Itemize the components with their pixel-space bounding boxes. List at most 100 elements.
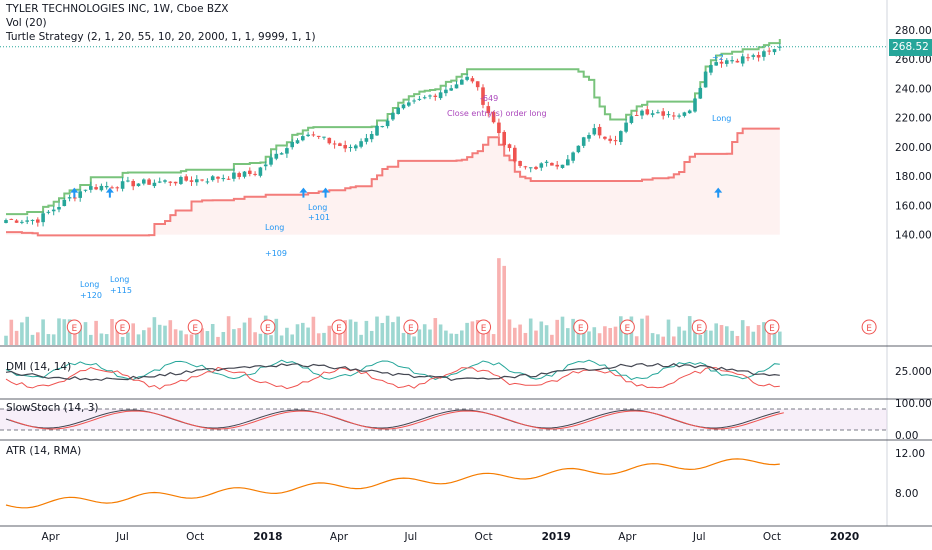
earnings-marker-label: E: [578, 324, 584, 334]
earnings-marker: [115, 319, 131, 335]
volume-bar: [104, 334, 109, 345]
trade-annotation: +101: [308, 213, 330, 222]
long-signal-arrow: [299, 187, 308, 198]
candle-body: [523, 166, 528, 168]
candle-body: [51, 209, 56, 212]
long-signal-arrow: [714, 187, 723, 198]
volume-bar: [210, 323, 215, 345]
volume-bar: [597, 333, 602, 345]
earnings-marker: [619, 319, 635, 335]
candle-body: [83, 189, 88, 191]
volume-bar: [401, 332, 406, 345]
earnings-marker: [476, 319, 492, 335]
candle-body: [94, 187, 98, 190]
candle-body: [587, 134, 591, 139]
volume-bar: [650, 333, 655, 345]
trade-annotation: Long: [110, 275, 129, 284]
volume-bar: [216, 336, 220, 345]
volume-bar: [14, 330, 19, 345]
volume-bar: [470, 321, 475, 345]
volume-bar: [354, 321, 358, 345]
candle-body: [232, 172, 236, 179]
candle-body: [25, 220, 29, 222]
volume-bar: [46, 334, 51, 345]
candle-body: [735, 60, 740, 63]
volume-bar: [380, 322, 385, 345]
price-axis-label: 240.00: [895, 83, 932, 95]
volume-bar: [274, 318, 279, 345]
volume-bar: [772, 331, 777, 345]
volume-bar: [20, 322, 24, 345]
volume-bar: [703, 330, 708, 345]
candle-body: [120, 181, 125, 189]
candle-body: [375, 125, 379, 136]
volume-bar: [497, 258, 501, 345]
candle-body: [555, 164, 559, 167]
time-axis-label: Oct: [474, 531, 492, 543]
volume-bar: [460, 330, 464, 345]
candle-body: [89, 186, 93, 190]
candle-body: [560, 164, 565, 168]
stoch-d-line: [9, 410, 784, 430]
trade-annotation: +2: [712, 53, 724, 62]
trade-annotation: +109: [265, 249, 287, 258]
candle-body: [417, 98, 422, 100]
candle-body: [672, 115, 676, 117]
candle-body: [78, 191, 82, 198]
candle-body: [380, 126, 385, 128]
volume-bar: [422, 324, 427, 345]
earnings-marker: [187, 319, 203, 335]
candle-body: [258, 167, 263, 176]
candle-body: [210, 176, 215, 181]
volume-bar: [555, 319, 559, 345]
volume-bar: [94, 320, 98, 345]
entry-line: [6, 39, 781, 216]
candle-body: [57, 206, 61, 210]
volume-bar: [126, 332, 130, 345]
volume-bar: [163, 325, 167, 345]
trade-annotation: Long: [265, 223, 284, 232]
earnings-marker-label: E: [336, 324, 342, 334]
volume-bar: [656, 334, 660, 345]
volume-bar: [375, 316, 379, 345]
candle-body: [407, 102, 411, 106]
time-axis-label: Apr: [42, 531, 61, 543]
candle-body: [661, 111, 665, 116]
volume-bar: [205, 331, 210, 345]
volume-bar: [581, 323, 586, 345]
earnings-marker: [861, 319, 877, 335]
volume-bar: [672, 336, 676, 345]
candle-body: [205, 181, 210, 183]
earnings-marker: [331, 319, 347, 335]
volume-bar: [634, 336, 639, 345]
candle-body: [597, 126, 602, 136]
candle-body: [608, 138, 612, 141]
volume-bar: [475, 320, 480, 345]
volume-bar: [778, 331, 782, 345]
candle-body: [581, 137, 586, 146]
atr-axis-label: 12.00: [895, 448, 925, 460]
candle-body: [316, 135, 321, 137]
trade-annotation: Long: [712, 114, 731, 123]
volume-bar: [51, 334, 56, 345]
candle-body: [454, 84, 459, 89]
volume-bar: [534, 330, 538, 345]
volume-bar: [120, 336, 125, 345]
candle-body: [173, 181, 178, 184]
candle-body: [242, 171, 247, 177]
trade-annotation: +120: [80, 291, 102, 300]
volume-bar: [714, 323, 718, 345]
candle-body: [396, 107, 400, 114]
candle-body: [4, 220, 8, 223]
price-axis-label: 220.00: [895, 113, 932, 125]
atr-label: ATR (14, RMA): [6, 445, 82, 457]
price-axis-label: 180.00: [895, 171, 932, 183]
earnings-marker-label: E: [71, 324, 77, 334]
volume-bar: [412, 336, 416, 345]
price-axis-label: 160.00: [895, 200, 932, 212]
earnings-marker: [764, 319, 780, 335]
volume-bar: [237, 328, 241, 345]
candle-body: [285, 148, 289, 154]
volume-bar: [608, 327, 612, 345]
